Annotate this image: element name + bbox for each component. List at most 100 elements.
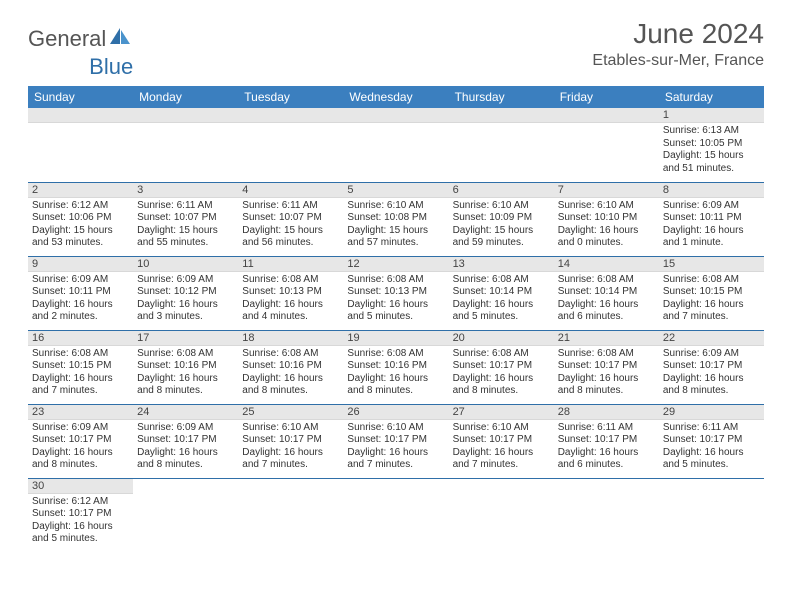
calendar-day-cell: 27Sunrise: 6:10 AMSunset: 10:17 PMDaylig… [449,404,554,478]
day-number-bar [343,108,448,123]
daylight-text: Daylight: 15 hours and 59 minutes. [453,225,550,250]
sunset-text: Sunset: 10:17 PM [558,360,655,373]
daylight-text: Daylight: 16 hours and 8 minutes. [453,373,550,398]
day-number: 18 [238,331,343,346]
calendar-day-cell: 1Sunrise: 6:13 AMSunset: 10:05 PMDayligh… [659,108,764,182]
daylight-text: Daylight: 16 hours and 7 minutes. [453,447,550,472]
day-number: 19 [343,331,448,346]
month-title: June 2024 [592,18,764,50]
daylight-text: Daylight: 15 hours and 56 minutes. [242,225,339,250]
brand-part2-wrap: GenerBlue [28,54,764,80]
sunset-text: Sunset: 10:17 PM [453,360,550,373]
weekday-header: Saturday [659,86,764,108]
day-number: 23 [28,405,133,420]
day-number: 22 [659,331,764,346]
calendar-day-cell: 28Sunrise: 6:11 AMSunset: 10:17 PMDaylig… [554,404,659,478]
calendar-day-cell: 8Sunrise: 6:09 AMSunset: 10:11 PMDayligh… [659,182,764,256]
calendar-day-cell: 6Sunrise: 6:10 AMSunset: 10:09 PMDayligh… [449,182,554,256]
calendar-day-cell: 7Sunrise: 6:10 AMSunset: 10:10 PMDayligh… [554,182,659,256]
day-number-bar [28,108,133,123]
calendar-day-cell: 17Sunrise: 6:08 AMSunset: 10:16 PMDaylig… [133,330,238,404]
day-details: Sunrise: 6:10 AMSunset: 10:08 PMDaylight… [343,198,448,252]
calendar-empty-cell [28,108,133,182]
day-number-bar [449,108,554,123]
calendar-day-cell: 13Sunrise: 6:08 AMSunset: 10:14 PMDaylig… [449,256,554,330]
day-number: 9 [28,257,133,272]
day-number: 26 [343,405,448,420]
sunrise-text: Sunrise: 6:10 AM [453,422,550,435]
daylight-text: Daylight: 15 hours and 57 minutes. [347,225,444,250]
calendar-day-cell: 30Sunrise: 6:12 AMSunset: 10:17 PMDaylig… [28,478,133,552]
weekday-header: Tuesday [238,86,343,108]
calendar-empty-cell [449,108,554,182]
calendar-day-cell: 23Sunrise: 6:09 AMSunset: 10:17 PMDaylig… [28,404,133,478]
day-details: Sunrise: 6:10 AMSunset: 10:17 PMDaylight… [238,420,343,474]
sunrise-text: Sunrise: 6:08 AM [453,348,550,361]
day-number: 21 [554,331,659,346]
daylight-text: Daylight: 16 hours and 6 minutes. [558,447,655,472]
sunrise-text: Sunrise: 6:09 AM [32,274,129,287]
daylight-text: Daylight: 16 hours and 8 minutes. [137,447,234,472]
sunrise-text: Sunrise: 6:08 AM [347,274,444,287]
day-details: Sunrise: 6:09 AMSunset: 10:17 PMDaylight… [28,420,133,474]
sunrise-text: Sunrise: 6:09 AM [663,200,760,213]
day-number: 1 [659,108,764,123]
day-number: 14 [554,257,659,272]
day-details: Sunrise: 6:11 AMSunset: 10:07 PMDaylight… [238,198,343,252]
day-details: Sunrise: 6:08 AMSunset: 10:16 PMDaylight… [343,346,448,400]
sunrise-text: Sunrise: 6:10 AM [242,422,339,435]
sunrise-text: Sunrise: 6:09 AM [32,422,129,435]
daylight-text: Daylight: 16 hours and 6 minutes. [558,299,655,324]
day-number: 8 [659,183,764,198]
sunset-text: Sunset: 10:17 PM [663,434,760,447]
day-number: 29 [659,405,764,420]
day-number: 4 [238,183,343,198]
sunset-text: Sunset: 10:13 PM [242,286,339,299]
day-number: 24 [133,405,238,420]
daylight-text: Daylight: 16 hours and 7 minutes. [32,373,129,398]
calendar-empty-cell [238,108,343,182]
sunset-text: Sunset: 10:07 PM [137,212,234,225]
sunset-text: Sunset: 10:14 PM [558,286,655,299]
day-details: Sunrise: 6:12 AMSunset: 10:06 PMDaylight… [28,198,133,252]
sunset-text: Sunset: 10:08 PM [347,212,444,225]
sunset-text: Sunset: 10:17 PM [242,434,339,447]
daylight-text: Daylight: 16 hours and 5 minutes. [347,299,444,324]
sunset-text: Sunset: 10:15 PM [32,360,129,373]
sunrise-text: Sunrise: 6:08 AM [242,274,339,287]
calendar-empty-cell [449,478,554,552]
daylight-text: Daylight: 16 hours and 8 minutes. [558,373,655,398]
sunset-text: Sunset: 10:06 PM [32,212,129,225]
day-number: 13 [449,257,554,272]
calendar-day-cell: 3Sunrise: 6:11 AMSunset: 10:07 PMDayligh… [133,182,238,256]
day-number: 30 [28,479,133,494]
daylight-text: Daylight: 16 hours and 8 minutes. [32,447,129,472]
day-details: Sunrise: 6:13 AMSunset: 10:05 PMDaylight… [659,123,764,177]
brand-logo: General [28,18,134,52]
day-number: 10 [133,257,238,272]
sunset-text: Sunset: 10:17 PM [453,434,550,447]
calendar-day-cell: 20Sunrise: 6:08 AMSunset: 10:17 PMDaylig… [449,330,554,404]
daylight-text: Daylight: 16 hours and 5 minutes. [663,447,760,472]
calendar-day-cell: 2Sunrise: 6:12 AMSunset: 10:06 PMDayligh… [28,182,133,256]
calendar-day-cell: 29Sunrise: 6:11 AMSunset: 10:17 PMDaylig… [659,404,764,478]
day-details: Sunrise: 6:12 AMSunset: 10:17 PMDaylight… [28,494,133,548]
sunset-text: Sunset: 10:16 PM [137,360,234,373]
day-details: Sunrise: 6:09 AMSunset: 10:11 PMDaylight… [28,272,133,326]
daylight-text: Daylight: 16 hours and 7 minutes. [663,299,760,324]
calendar-body: 1Sunrise: 6:13 AMSunset: 10:05 PMDayligh… [28,108,764,552]
sunrise-text: Sunrise: 6:08 AM [558,348,655,361]
day-number: 17 [133,331,238,346]
daylight-text: Daylight: 16 hours and 2 minutes. [32,299,129,324]
day-number: 11 [238,257,343,272]
sunrise-text: Sunrise: 6:12 AM [32,496,129,509]
sunrise-text: Sunrise: 6:08 AM [453,274,550,287]
calendar-empty-cell [554,478,659,552]
calendar-empty-cell [343,478,448,552]
sunset-text: Sunset: 10:17 PM [32,434,129,447]
sail-icon [108,26,132,52]
daylight-text: Daylight: 15 hours and 53 minutes. [32,225,129,250]
calendar-page: General June 2024 Etables-sur-Mer, Franc… [0,0,792,570]
calendar-day-cell: 11Sunrise: 6:08 AMSunset: 10:13 PMDaylig… [238,256,343,330]
brand-part2: Blue [89,54,133,79]
